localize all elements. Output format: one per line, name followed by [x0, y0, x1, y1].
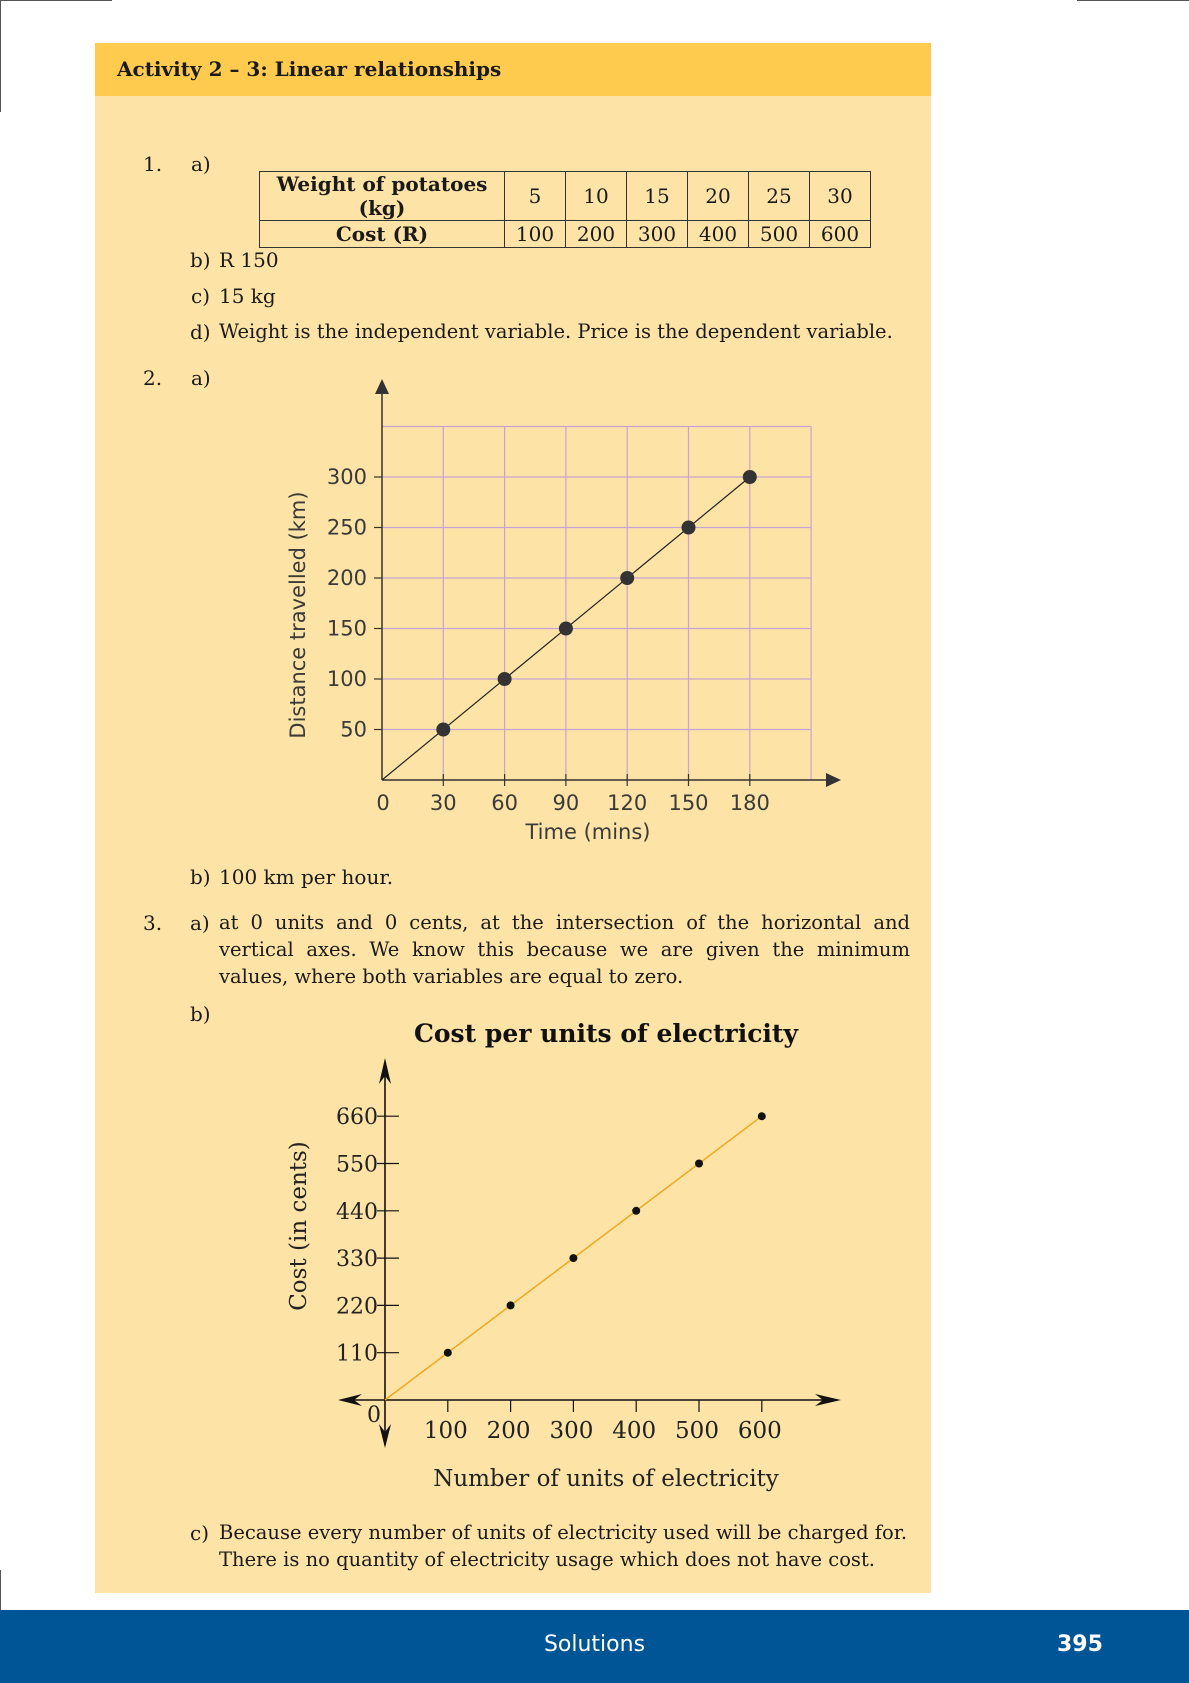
q3-number: 3. — [143, 911, 163, 935]
y-axis-arrow — [379, 1058, 391, 1084]
y-axis-label: Distance travelled (km) — [286, 491, 310, 738]
table-cell: 500 — [748, 220, 810, 248]
q1b-label: b) — [190, 248, 211, 272]
table-cell: 300 — [626, 220, 688, 248]
activity-title: Activity 2 – 3: Linear relationships — [117, 57, 502, 81]
x-tick-label: 60 — [491, 791, 518, 815]
x-axis-label: Time (mins) — [525, 820, 651, 844]
x-tick-label: 400 — [612, 1418, 656, 1444]
page-footer: Solutions 395 — [0, 1610, 1189, 1683]
y-tick-label: 660 — [336, 1105, 378, 1130]
cost-header: Cost (R) — [259, 220, 505, 248]
activity-panel: Activity 2 – 3: Linear relationships — [95, 43, 931, 1593]
data-point — [681, 520, 696, 535]
data-point — [497, 672, 512, 686]
data-point — [620, 571, 635, 585]
data-point — [742, 470, 757, 484]
table-cell: 25 — [748, 171, 810, 221]
q3c-label: c) — [190, 1521, 210, 1545]
weight-header: Weight of potatoes (kg) — [259, 171, 505, 221]
y-axis-arrow — [375, 379, 389, 394]
x-tick-label: 150 — [668, 791, 708, 815]
crop-mark — [0, 0, 112, 1]
crop-mark — [1077, 0, 1189, 1]
x-tick-label: 300 — [549, 1418, 593, 1444]
x-axis-arrow — [338, 1394, 362, 1406]
data-point — [443, 1348, 452, 1357]
y-tick-label: 100 — [327, 667, 367, 691]
table-cell: 600 — [809, 220, 871, 248]
table-cell: 200 — [565, 220, 627, 248]
data-point — [506, 1301, 515, 1310]
y-tick-label: 250 — [327, 516, 367, 540]
data-point — [695, 1159, 703, 1168]
origin-label: 0 — [367, 1403, 381, 1428]
q1-number: 1. — [143, 152, 163, 176]
y-tick-label: 50 — [340, 718, 367, 742]
y-tick-label: 220 — [336, 1294, 378, 1319]
y-tick-label: 200 — [327, 566, 367, 590]
data-point — [632, 1206, 641, 1215]
y-tick-label: 150 — [327, 617, 367, 641]
x-tick-label: 120 — [607, 791, 647, 815]
potato-table: Weight of potatoes (kg) 5 10 15 20 25 30… — [259, 171, 871, 248]
y-axis-label: Cost (in cents) — [286, 1141, 312, 1311]
q3a-answer: at 0 units and 0 cents, at the intersect… — [219, 911, 910, 988]
q2b-label: b) — [190, 865, 211, 889]
x-tick-label: 90 — [553, 791, 580, 815]
x-axis-arrow — [826, 773, 841, 787]
x-tick-label: 600 — [738, 1418, 782, 1444]
chart-title: Cost per units of electricity — [414, 1019, 799, 1048]
q1a-label: a) — [191, 152, 211, 176]
q1c-label: c) — [191, 284, 211, 308]
crop-mark — [0, 1570, 1, 1610]
q3b-label: b) — [190, 1002, 211, 1026]
q3c-answer: Because every number of units of electri… — [219, 1521, 908, 1571]
page-number: 395 — [1057, 1632, 1103, 1657]
activity-header: Activity 2 – 3: Linear relationships — [95, 43, 931, 96]
x-axis-label: Number of units of electricity — [433, 1466, 779, 1492]
x-tick-label: 200 — [487, 1418, 531, 1444]
y-tick-label: 440 — [336, 1200, 378, 1225]
x-tick-label: 30 — [430, 791, 457, 815]
q1c-answer: 15 kg — [219, 284, 276, 308]
x-tick-label: 100 — [424, 1418, 468, 1444]
crop-mark — [0, 0, 1, 112]
y-tick-label: 550 — [336, 1153, 378, 1178]
q1d-label: d) — [190, 320, 211, 344]
q1d-answer: Weight is the independent variable. Pric… — [219, 320, 893, 343]
table-row: Cost (R) 100 200 300 400 500 600 — [259, 220, 871, 248]
y-tick-label: 110 — [336, 1342, 378, 1367]
y-axis-arrow — [379, 1424, 391, 1448]
table-cell: 20 — [687, 171, 749, 221]
y-tick-label: 330 — [336, 1247, 378, 1272]
table-cell: 400 — [687, 220, 749, 248]
data-point — [558, 621, 573, 636]
x-axis-arrow — [815, 1394, 841, 1406]
data-point — [569, 1254, 578, 1263]
data-point — [757, 1112, 766, 1121]
q2-number: 2. — [143, 366, 163, 390]
x-tick-label: 180 — [730, 791, 770, 815]
y-tick-label: 300 — [327, 465, 367, 489]
q3a-label: a) — [190, 911, 210, 935]
x-tick-label: 0 — [376, 791, 389, 815]
q2a-label: a) — [191, 366, 211, 390]
data-point — [436, 722, 451, 737]
x-tick-label: 500 — [675, 1418, 719, 1444]
q2b-answer: 100 km per hour. — [219, 865, 394, 889]
footer-section-label: Solutions — [543, 1632, 646, 1657]
q1b-answer: R 150 — [219, 248, 279, 272]
